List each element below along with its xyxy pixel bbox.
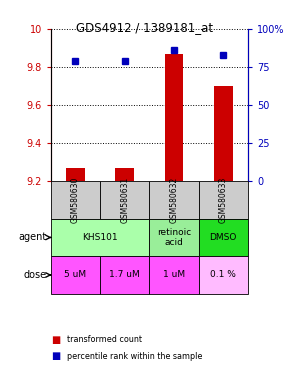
Bar (199, 181, 248, 218)
Text: dose: dose (24, 270, 47, 280)
Bar (51, 256, 100, 294)
Bar (100, 256, 149, 294)
Bar (66, 168, 85, 181)
Text: percentile rank within the sample: percentile rank within the sample (67, 352, 202, 361)
Bar (149, 256, 199, 294)
Bar (165, 53, 183, 181)
Text: ■: ■ (51, 335, 60, 345)
Text: GSM580630: GSM580630 (71, 177, 80, 223)
Text: GSM580631: GSM580631 (120, 177, 129, 223)
Bar (115, 168, 134, 181)
Text: GDS4912 / 1389181_at: GDS4912 / 1389181_at (77, 21, 213, 34)
Text: KHS101: KHS101 (82, 233, 118, 242)
Text: GSM580632: GSM580632 (169, 177, 179, 223)
Text: 1.7 uM: 1.7 uM (109, 270, 140, 280)
Bar (214, 86, 233, 181)
Bar (199, 256, 248, 294)
Bar (51, 218, 149, 256)
Text: DMSO: DMSO (210, 233, 237, 242)
Text: ■: ■ (51, 351, 60, 361)
Text: 1 uM: 1 uM (163, 270, 185, 280)
Text: 5 uM: 5 uM (64, 270, 86, 280)
Text: 0.1 %: 0.1 % (210, 270, 236, 280)
Bar (149, 181, 199, 218)
Text: transformed count: transformed count (67, 335, 142, 344)
Bar (51, 181, 100, 218)
Text: GSM580633: GSM580633 (219, 177, 228, 223)
Bar (100, 181, 149, 218)
Bar (149, 218, 199, 256)
Text: agent: agent (19, 232, 47, 242)
Text: retinoic
acid: retinoic acid (157, 228, 191, 247)
Bar (199, 218, 248, 256)
